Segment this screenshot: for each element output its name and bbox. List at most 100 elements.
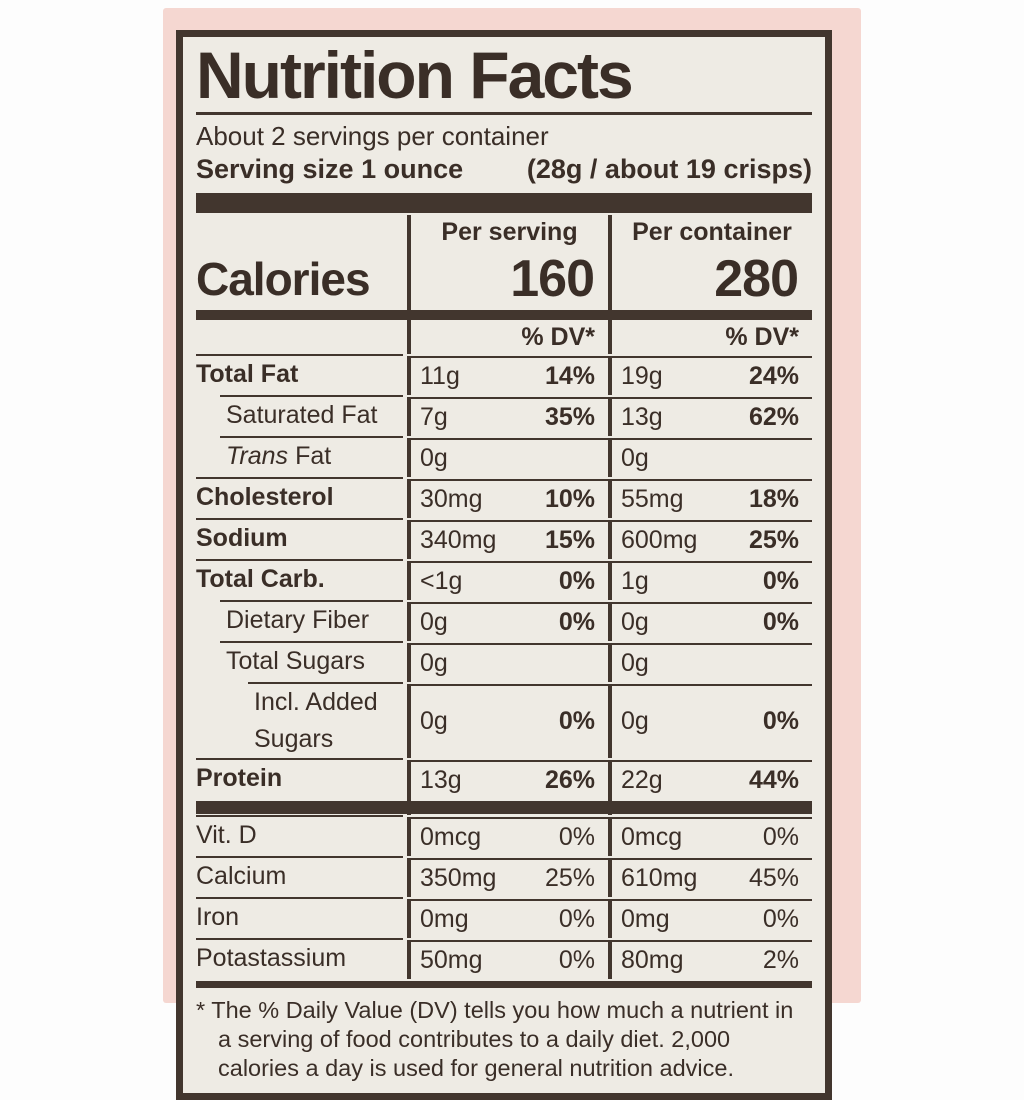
amount-per-container: 0g <box>621 707 649 736</box>
nutrient-name: Dietary Fiber <box>226 605 370 634</box>
amount-per-serving: 340mg <box>420 525 497 554</box>
dv-per-container: 0% <box>762 707 799 736</box>
nutrient-name: Vit. D <box>196 820 257 849</box>
nutrient-name: Total Fat <box>196 359 299 388</box>
amount-per-container: 610mg <box>621 863 698 892</box>
dv-per-serving: 0% <box>558 566 595 595</box>
nutrient-row-protein: Protein 13g 26% 22g 44% <box>196 757 812 799</box>
nutrient-row-total-fat: Total Fat 11g 14% 19g 24% <box>196 353 812 395</box>
nutrient-row-saturated-fat: Saturated Fat 7g 35% 13g 62% <box>196 394 812 436</box>
nutrient-row-dietary-fiber: Dietary Fiber 0g 0% 0g 0% <box>196 599 812 641</box>
dv-per-container: 0% <box>762 904 799 933</box>
amount-per-serving: 0g <box>420 648 448 677</box>
column-header-spacer <box>196 215 407 249</box>
dv-per-container: 18% <box>748 484 799 513</box>
daily-value-footnote: * The % Daily Value (DV) tells you how m… <box>196 996 794 1081</box>
column-header-row: Per serving Per container <box>196 214 812 249</box>
thick-divider-bar <box>196 192 812 213</box>
nutrient-row-trans-fat: Trans Fat 0g 0g <box>196 435 812 477</box>
serving-size-row: Serving size 1 ounce (28g / about 19 cri… <box>196 153 812 186</box>
dv-per-container: 25% <box>748 525 799 554</box>
nutrient-name: Calcium <box>196 861 287 890</box>
nutrient-name: Protein <box>196 763 283 792</box>
calories-label: Calories <box>196 252 371 305</box>
amount-per-container: 55mg <box>621 484 684 513</box>
calories-per-serving: 160 <box>407 248 608 309</box>
dv-per-container: 45% <box>748 863 799 892</box>
amount-per-container: 0mcg <box>621 822 683 851</box>
amount-per-serving: 7g <box>420 402 448 431</box>
vitamin-row-vit-d: Vit. D 0mcg 0% 0mcg 0% <box>196 814 812 856</box>
calories-underline-right <box>608 308 812 321</box>
nutrient-name: Total Sugars <box>226 646 365 675</box>
dv-per-container: 0% <box>762 822 799 851</box>
amount-per-serving: 13g <box>420 765 462 794</box>
dv-per-container: 0% <box>762 566 799 595</box>
amount-per-container: 13g <box>621 402 663 431</box>
amount-per-serving: 50mg <box>420 945 483 974</box>
amount-per-container: 0g <box>621 648 649 677</box>
nutrient-name: Iron <box>196 902 240 931</box>
protein-underline-mid <box>407 798 608 815</box>
dv-per-container: 2% <box>762 945 799 974</box>
protein-underline-row <box>196 798 812 815</box>
nutrient-name: Fat <box>295 441 332 470</box>
nutrient-row-sodium: Sodium 340mg 15% 600mg 25% <box>196 517 812 559</box>
dv-header-per-container: % DV* <box>608 320 812 354</box>
amount-per-serving: 0g <box>420 707 448 736</box>
amount-per-serving: 0g <box>420 443 448 472</box>
dv-per-serving: 0% <box>558 904 595 933</box>
nutrient-name: Potastassium <box>196 943 347 972</box>
col-header-per-serving: Per serving <box>407 214 608 249</box>
amount-per-container: 22g <box>621 765 663 794</box>
dv-header-per-serving: % DV* <box>407 320 608 354</box>
amount-per-serving: 350mg <box>420 863 497 892</box>
col-header-per-container: Per container <box>608 214 812 249</box>
nutrition-facts-label: Nutrition Facts About 2 servings per con… <box>176 30 832 1100</box>
dv-per-container: 62% <box>748 402 799 431</box>
amount-per-serving: <1g <box>420 566 463 595</box>
amount-per-serving: 11g <box>420 361 460 390</box>
amount-per-serving: 0g <box>420 607 448 636</box>
amount-per-container: 0g <box>621 607 649 636</box>
nutrient-name: Sodium <box>196 523 288 552</box>
nutrient-row-added-sugars: Incl. Added Sugars 0g 0% 0g 0% <box>196 681 812 758</box>
amount-per-container: 600mg <box>621 525 698 554</box>
nutrient-row-total-carb: Total Carb. <1g 0% 1g 0% <box>196 558 812 600</box>
footnote-divider-bar <box>196 980 812 988</box>
calories-row: Calories 160 280 <box>196 248 812 309</box>
dv-per-serving: 35% <box>544 402 595 431</box>
dv-header-spacer <box>196 321 407 354</box>
dv-per-serving: 14% <box>544 361 595 390</box>
dv-per-serving: 0% <box>558 607 595 636</box>
nutrient-name: Total Carb. <box>196 564 325 593</box>
nutrient-row-cholesterol: Cholesterol 30mg 10% 55mg 18% <box>196 476 812 518</box>
dv-per-serving: 26% <box>544 765 595 794</box>
nutrient-row-total-sugars: Total Sugars 0g 0g <box>196 640 812 682</box>
protein-underline-right <box>608 798 812 815</box>
nutrient-name: Incl. Added Sugars <box>254 687 378 753</box>
dv-per-container: 44% <box>748 765 799 794</box>
label-title: Nutrition Facts <box>196 41 812 115</box>
dv-per-container: 0% <box>762 607 799 636</box>
amount-per-container: 0mg <box>621 904 670 933</box>
dv-per-serving: 0% <box>558 945 595 974</box>
dv-per-container: 24% <box>748 361 799 390</box>
photo-background: Nutrition Facts About 2 servings per con… <box>163 8 861 1100</box>
vitamin-row-potassium: Potastassium 50mg 0% 80mg 2% <box>196 937 812 979</box>
nutrient-name-italic: Trans <box>226 441 289 470</box>
vitamin-row-calcium: Calcium 350mg 25% 610mg 45% <box>196 855 812 897</box>
amount-per-container: 1g <box>621 566 649 595</box>
calories-underline-left <box>196 309 407 321</box>
serving-size-detail: (28g / about 19 crisps) <box>526 153 812 184</box>
amount-per-container: 80mg <box>621 945 684 974</box>
dv-per-serving: 25% <box>544 863 595 892</box>
nutrient-name: Saturated Fat <box>226 400 378 429</box>
amount-per-container: 0g <box>621 443 649 472</box>
servings-per-container: About 2 servings per container <box>196 120 549 151</box>
calories-underline-mid <box>407 308 608 321</box>
vitamin-row-iron: Iron 0mg 0% 0mg 0% <box>196 896 812 938</box>
daily-value-header-row: % DV* % DV* <box>196 320 812 354</box>
protein-underline-left <box>196 799 407 815</box>
amount-per-serving: 0mcg <box>420 822 482 851</box>
